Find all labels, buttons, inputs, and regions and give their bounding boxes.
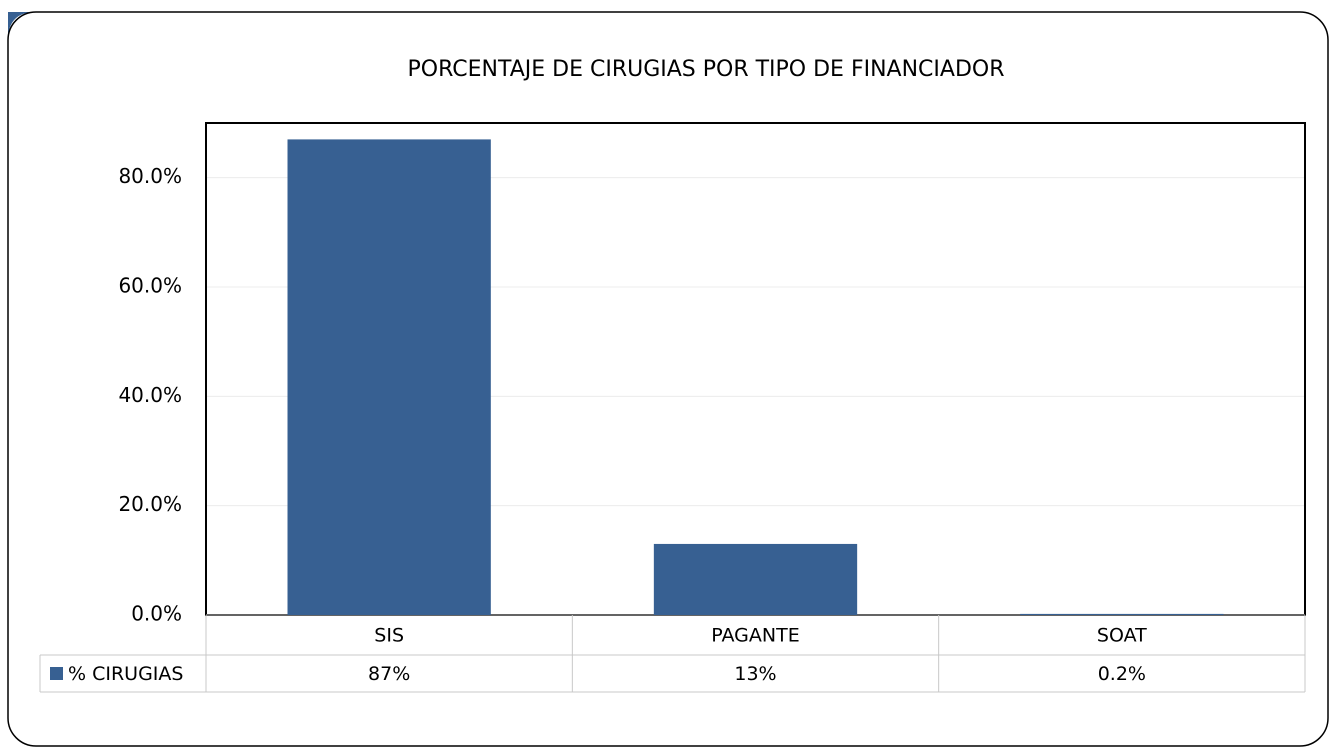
bar: [287, 139, 491, 615]
x-tick-label: SOAT: [1097, 625, 1147, 647]
y-tick-label: 40.0%: [118, 383, 182, 407]
y-tick-label: 20.0%: [118, 492, 182, 516]
bar: [653, 543, 858, 615]
table-value: 13%: [734, 663, 776, 685]
y-tick-label: 80.0%: [118, 164, 182, 188]
corner-accent: [8, 12, 36, 40]
y-tick-label: 0.0%: [131, 602, 182, 626]
legend-label: % CIRUGIAS: [68, 663, 183, 685]
y-tick-label: 60.0%: [118, 274, 182, 298]
x-tick-label: SIS: [374, 625, 404, 647]
chart-title: PORCENTAJE DE CIRUGIAS POR TIPO DE FINAN…: [407, 57, 1004, 82]
table-value: 0.2%: [1098, 663, 1146, 685]
x-tick-label: PAGANTE: [711, 625, 799, 647]
legend-swatch: [50, 667, 63, 680]
bar: [1020, 613, 1224, 615]
table-value: 87%: [368, 663, 410, 685]
